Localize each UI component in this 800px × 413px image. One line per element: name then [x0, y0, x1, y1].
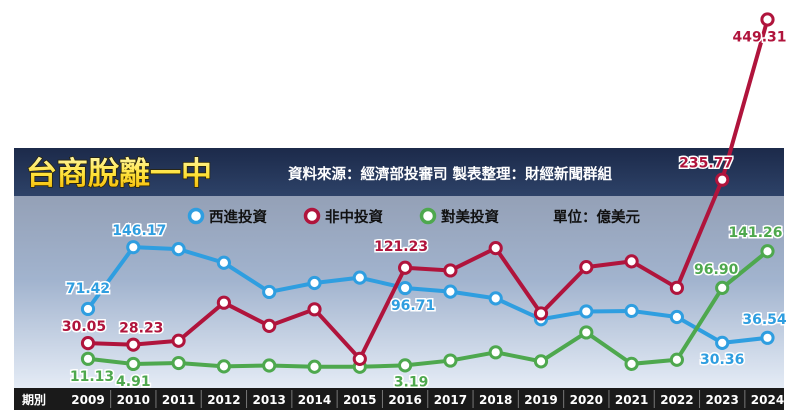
point-series-2-2018: [488, 241, 503, 256]
x-tick-2019: 2019: [524, 393, 557, 407]
point-series-2-2024: [760, 12, 775, 27]
point-series-2-2019: [533, 306, 549, 321]
point-series-2-2010: [126, 337, 141, 352]
x-tick-2021: 2021: [615, 393, 648, 407]
x-tick-2018: 2018: [479, 393, 512, 407]
point-series-2-2023: [715, 172, 730, 187]
point-series-3-2009: [80, 351, 96, 366]
point-series-1-2012: [216, 255, 231, 270]
point-series-3-2021: [624, 356, 639, 371]
point-series-3-2020: [579, 325, 594, 340]
plot-area-wash: [14, 196, 784, 388]
point-series-3-2019: [533, 354, 549, 369]
x-tick-2009: 2009: [71, 393, 104, 407]
point-series-1-2015: [352, 270, 367, 285]
x-axis-label: 期別: [22, 392, 46, 407]
point-series-3-2017: [443, 353, 458, 368]
line-series-3: [86, 249, 770, 369]
series-layer: [80, 12, 775, 374]
point-series-2-2011: [171, 333, 186, 348]
point-series-1-2023: [715, 335, 730, 351]
chart-title: 台商脫離一中: [26, 156, 212, 192]
x-tick-2017: 2017: [434, 393, 467, 407]
data-label-series-3-2009: 11.13: [70, 369, 114, 385]
data-label-series-2-2023: 235.77: [679, 156, 733, 172]
chart-legend: 西進投資 非中投資 對美投資: [187, 207, 499, 226]
legend-marker-series-2: [303, 207, 321, 225]
data-label-series-3-2010: 4.91: [116, 374, 151, 390]
x-tick-2015: 2015: [343, 393, 376, 407]
point-series-1-2013: [262, 284, 277, 300]
point-series-3-2013: [262, 358, 277, 373]
data-label-series-1-2024: 36.54: [742, 312, 787, 328]
legend-label-series-2: 非中投資: [325, 208, 383, 226]
point-series-1-2016: [398, 280, 413, 296]
x-tick-2020: 2020: [570, 393, 603, 407]
data-label-series-1-2016: 96.71: [391, 298, 435, 314]
data-label-series-1-2010: 146.17: [112, 223, 166, 239]
unit-label: 單位：億美元: [553, 208, 640, 226]
legend-marker-series-3: [419, 207, 437, 225]
x-tick-2024: 2024: [751, 393, 784, 407]
point-series-3-2016: [398, 358, 413, 373]
point-series-2-2017: [443, 263, 458, 278]
x-tick-2016: 2016: [388, 393, 421, 407]
x-tick-labels: 2009 2010 2011 2012 2013 2014 2015 2016 2017 2018…: [71, 390, 784, 408]
point-series-1-2021: [624, 303, 639, 319]
data-label-series-2-2024: 449.31: [732, 30, 786, 46]
point-series-3-2022: [669, 352, 685, 367]
point-series-1-2018: [488, 291, 503, 306]
point-series-1-2009: [80, 301, 96, 317]
x-tick-2012: 2012: [207, 393, 240, 407]
x-tick-2022: 2022: [660, 393, 693, 407]
data-label-series-3-2024: 141.26: [728, 225, 782, 241]
legend-label-series-3: 對美投資: [441, 208, 499, 226]
point-series-1-2020: [579, 304, 594, 319]
data-label-layer: 71.42 146.17 96.71 30.36 36.54 30.05 28.23 121.…: [60, 28, 788, 392]
point-series-2-2016: [398, 260, 413, 275]
point-series-2-2013: [262, 318, 277, 333]
point-series-3-2018: [488, 345, 503, 360]
point-series-2-2022: [669, 280, 685, 295]
x-tick-2013: 2013: [252, 393, 285, 407]
point-series-2-2015: [352, 351, 367, 367]
point-series-3-2014: [307, 359, 322, 374]
point-series-1-2010: [126, 240, 141, 255]
point-series-3-2023: [715, 280, 730, 295]
point-series-2-2021: [624, 254, 639, 269]
point-series-1-2017: [443, 284, 458, 299]
point-series-1-2011: [171, 242, 186, 257]
data-label-series-2-2010: 28.23: [119, 321, 163, 337]
point-series-1-2022: [669, 309, 685, 325]
data-label-series-2-2009: 30.05: [62, 319, 106, 335]
point-series-3-2024: [760, 244, 775, 259]
legend-label-series-1: 西進投資: [209, 208, 267, 226]
x-axis-bar: [14, 388, 784, 410]
point-series-2-2009: [80, 336, 96, 351]
point-series-3-2012: [216, 359, 231, 374]
line-series-1: [86, 245, 770, 345]
x-tick-2014: 2014: [298, 393, 331, 407]
point-series-1-2014: [307, 275, 322, 291]
legend-marker-series-1: [187, 207, 205, 225]
data-label-series-3-2016: 3.19: [394, 374, 429, 390]
data-label-series-1-2009: 71.42: [66, 281, 110, 297]
line-series-2: [86, 17, 770, 361]
data-label-series-1-2023: 30.36: [700, 352, 744, 368]
x-tick-2011: 2011: [162, 393, 195, 407]
point-series-3-2010: [126, 356, 141, 372]
chart-source: 資料來源：經濟部投審司 製表整理：財經新聞群組: [288, 165, 613, 183]
x-tick-2023: 2023: [705, 393, 738, 407]
point-series-2-2012: [216, 295, 231, 310]
point-series-2-2014: [307, 302, 322, 317]
data-label-series-3-2023: 96.90: [694, 262, 739, 278]
point-series-1-2024: [760, 330, 775, 345]
point-series-2-2020: [579, 260, 594, 275]
x-tick-2010: 2010: [117, 393, 150, 407]
data-label-series-2-2016: 121.23: [374, 239, 428, 255]
point-series-3-2011: [171, 355, 186, 371]
